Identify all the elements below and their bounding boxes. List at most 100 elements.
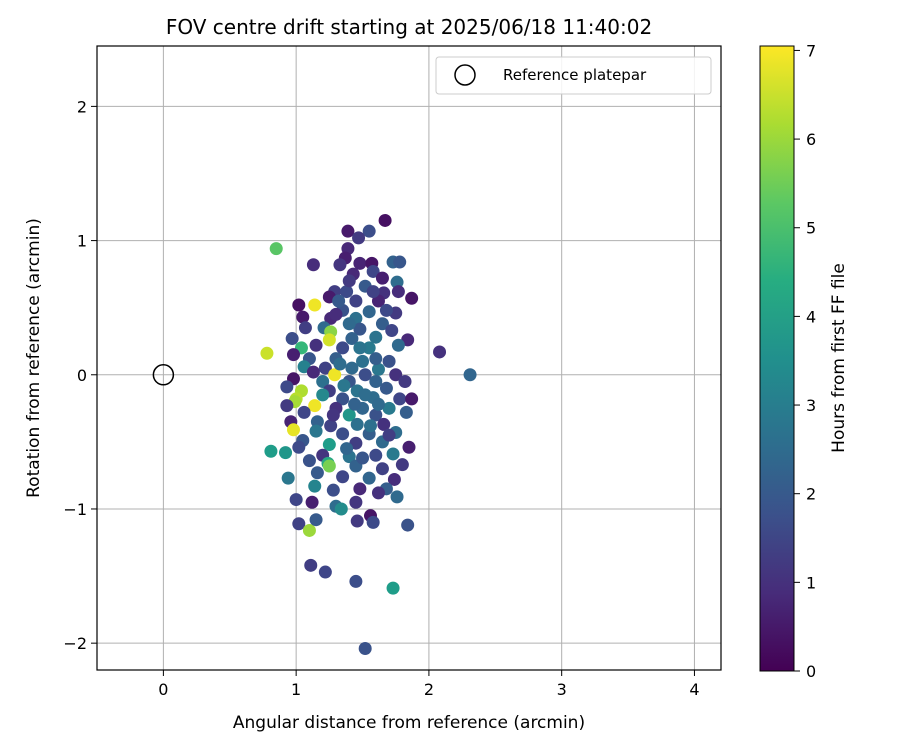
data-point — [375, 271, 389, 285]
data-point — [289, 493, 303, 507]
data-point — [302, 523, 316, 537]
data-point — [297, 405, 311, 419]
data-point — [302, 454, 316, 468]
data-point — [286, 423, 300, 437]
data-point — [336, 392, 350, 406]
data-point — [399, 405, 413, 419]
data-point — [463, 368, 477, 382]
data-points — [260, 213, 477, 656]
data-point — [260, 346, 274, 360]
data-point — [308, 298, 322, 312]
data-point — [362, 224, 376, 238]
data-point — [333, 258, 347, 272]
data-point — [405, 291, 419, 305]
data-point — [356, 451, 370, 465]
data-point — [385, 323, 399, 337]
plot-frame — [96, 45, 722, 671]
data-point — [375, 462, 389, 476]
data-point — [304, 558, 318, 572]
data-point — [371, 486, 385, 500]
x-axis-label: Angular distance from reference (arcmin) — [233, 713, 585, 733]
colorbar-tick-label: 7 — [806, 41, 816, 60]
data-point — [341, 224, 355, 238]
data-point — [352, 231, 366, 245]
grid — [97, 46, 721, 670]
data-point — [340, 442, 354, 456]
y-axis-label: Rotation from reference (arcmin) — [24, 218, 44, 498]
colorbar-tick-label: 1 — [806, 573, 816, 592]
colorbar-tick-label: 5 — [806, 219, 816, 238]
data-point — [405, 392, 419, 406]
data-point — [353, 482, 367, 496]
data-point — [398, 374, 412, 388]
data-point — [353, 341, 367, 355]
data-point — [379, 303, 393, 317]
data-point — [393, 392, 407, 406]
data-point — [379, 381, 393, 395]
data-point — [269, 242, 283, 256]
data-point — [393, 255, 407, 269]
colorbar-label: Hours from first FF file — [829, 263, 849, 453]
y-axis-ticks: −2 −1 0 1 2 — [63, 97, 97, 653]
data-point — [345, 332, 359, 346]
data-point — [326, 483, 340, 497]
x-axis-ticks: 0 1 2 3 4 — [158, 670, 700, 699]
data-point — [378, 213, 392, 227]
data-point — [349, 294, 363, 308]
data-point — [371, 362, 385, 376]
data-point — [309, 513, 323, 527]
data-point — [358, 642, 372, 656]
data-point — [433, 345, 447, 359]
data-point — [309, 424, 323, 438]
data-point — [292, 298, 306, 312]
data-point — [264, 444, 278, 458]
data-point — [369, 374, 383, 388]
data-point — [369, 408, 383, 422]
data-point — [369, 352, 383, 366]
colorbar-tick-label: 4 — [806, 307, 816, 326]
legend: Reference platepar — [435, 56, 712, 95]
x-tick-label: 4 — [689, 680, 699, 699]
data-point — [286, 348, 300, 362]
y-tick-label: 1 — [77, 232, 87, 251]
colorbar-tick-label: 0 — [806, 662, 816, 681]
data-point — [350, 417, 364, 431]
x-tick-label: 3 — [557, 680, 567, 699]
data-point — [279, 446, 293, 460]
y-tick-label: 2 — [77, 97, 87, 116]
data-point — [322, 459, 336, 473]
colorbar-tick-label: 3 — [806, 396, 816, 415]
data-point — [369, 448, 383, 462]
colorbar-tick-label: 2 — [806, 485, 816, 504]
y-tick-label: −1 — [63, 500, 87, 519]
data-point — [371, 397, 385, 411]
data-point — [306, 258, 320, 272]
data-point — [353, 322, 367, 336]
data-point — [281, 471, 295, 485]
data-point — [382, 401, 396, 415]
data-point — [336, 427, 350, 441]
data-point — [305, 495, 319, 509]
x-tick-label: 2 — [424, 680, 434, 699]
data-point — [395, 458, 409, 472]
data-point — [308, 399, 322, 413]
chart-title: FOV centre drift starting at 2025/06/18 … — [166, 15, 652, 39]
data-point — [366, 515, 380, 529]
data-point — [349, 574, 363, 588]
y-tick-label: 0 — [77, 366, 87, 385]
data-point — [362, 305, 376, 319]
data-point — [326, 408, 340, 422]
x-tick-label: 0 — [158, 680, 168, 699]
data-point — [292, 440, 306, 454]
data-point — [386, 447, 400, 461]
data-point — [401, 518, 415, 532]
data-point — [310, 466, 324, 480]
data-point — [336, 341, 350, 355]
data-point — [306, 365, 320, 379]
data-point — [389, 368, 403, 382]
data-point — [318, 361, 332, 375]
data-point — [377, 417, 391, 431]
data-point — [329, 307, 343, 321]
data-point — [316, 374, 330, 388]
